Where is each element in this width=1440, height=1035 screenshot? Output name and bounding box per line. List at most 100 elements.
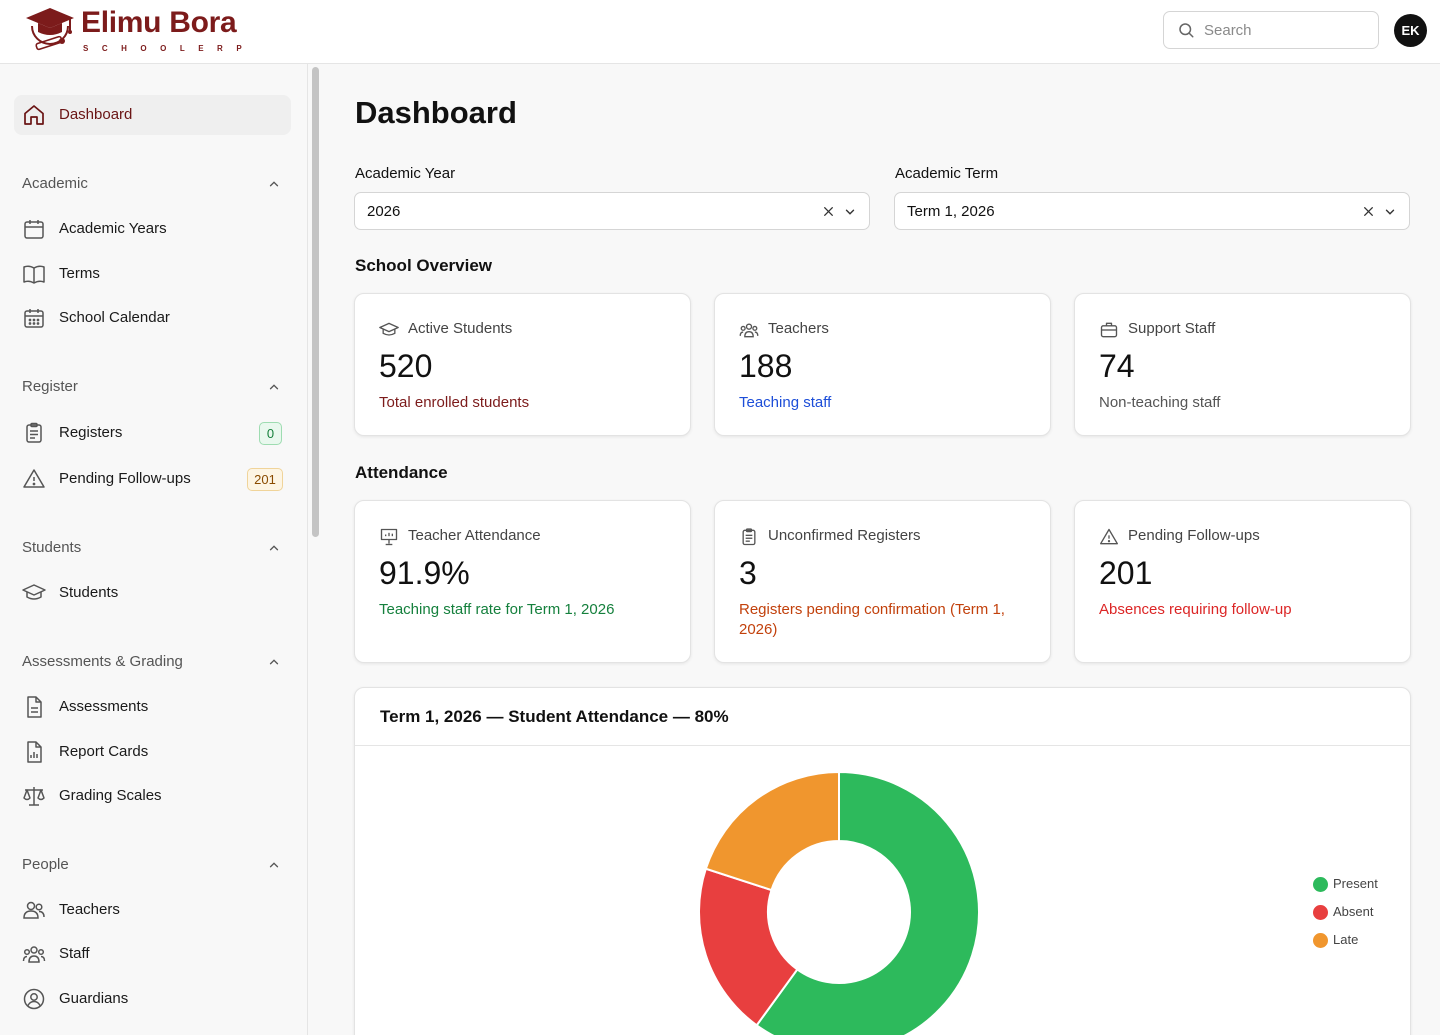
open-book-icon — [23, 265, 45, 284]
section-title: Academic — [22, 175, 88, 192]
card-title: Teachers — [768, 320, 829, 337]
sidebar-item-label: Teachers — [59, 901, 120, 918]
academic-term-value: Term 1, 2026 — [907, 203, 995, 220]
clear-icon[interactable] — [822, 205, 835, 218]
teachers-card[interactable]: Teachers 188 Teaching staff — [714, 293, 1051, 436]
section-assessments-grading[interactable]: Assessments & Grading — [14, 647, 291, 677]
chevron-down-icon[interactable] — [843, 205, 857, 219]
sidebar-item-label: Registers — [59, 424, 123, 441]
calendar-grid-icon — [24, 309, 44, 328]
chart-header: Term 1, 2026 — Student Attendance — 80% — [355, 688, 1410, 746]
donut-slice-late[interactable] — [704, 770, 840, 892]
sidebar-item-staff[interactable]: Staff — [14, 934, 291, 974]
sidebar-item-report-cards[interactable]: Report Cards — [14, 732, 291, 772]
legend-label: Late — [1333, 932, 1359, 947]
sidebar-item-label: Grading Scales — [59, 787, 162, 804]
sidebar-item-students[interactable]: Students — [14, 573, 291, 613]
sidebar-item-label: Assessments — [59, 698, 149, 715]
sidebar-item-label: Dashboard — [59, 106, 133, 123]
sidebar-item-label: Academic Years — [59, 220, 167, 237]
academic-term-select[interactable]: Term 1, 2026 — [894, 192, 1410, 230]
chevron-up-icon — [269, 659, 279, 665]
document-chart-icon — [27, 741, 42, 763]
sidebar-item-label: Staff — [59, 945, 90, 962]
sidebar-item-label: School Calendar — [59, 309, 170, 326]
card-value: 188 — [739, 348, 793, 384]
active-students-card[interactable]: Active Students 520 Total enrolled stude… — [354, 293, 691, 436]
section-register[interactable]: Register — [14, 372, 291, 402]
section-title: Register — [22, 378, 78, 395]
section-academic[interactable]: Academic — [14, 169, 291, 199]
brand-name: Elimu Bora — [81, 6, 237, 39]
group-icon — [22, 946, 46, 963]
warning-triangle-icon — [1100, 528, 1118, 545]
home-icon — [24, 105, 44, 125]
legend-swatch — [1313, 877, 1328, 892]
teacher-attendance-card[interactable]: Teacher Attendance 91.9% Teaching staff … — [354, 500, 691, 663]
users-icon — [23, 901, 45, 919]
pending-followups-count-badge: 201 — [247, 468, 283, 491]
card-value: 3 — [739, 555, 757, 591]
card-value: 74 — [1099, 348, 1135, 384]
card-title: Teacher Attendance — [408, 527, 541, 544]
group-icon — [739, 323, 759, 338]
graduation-cap-icon — [379, 322, 399, 336]
sidebar-item-assessments[interactable]: Assessments — [14, 687, 291, 727]
unconfirmed-registers-card[interactable]: Unconfirmed Registers 3 Registers pendin… — [714, 500, 1051, 663]
attendance-section-title: Attendance — [355, 463, 448, 482]
brand-logo[interactable]: Elimu Bora SCHOOLERP — [24, 4, 244, 58]
clipboard-list-icon — [742, 528, 756, 546]
card-subtitle: Absences requiring follow-up — [1099, 601, 1292, 618]
legend-swatch — [1313, 905, 1328, 920]
sidebar-item-label: Guardians — [59, 990, 129, 1007]
section-title: Students — [22, 539, 82, 556]
sidebar-item-grading-scales[interactable]: Grading Scales — [14, 776, 291, 816]
graduation-cap-logo-icon — [26, 8, 74, 51]
section-title: Assessments & Grading — [22, 653, 183, 670]
clipboard-list-icon — [26, 422, 42, 443]
card-subtitle: Total enrolled students — [379, 394, 530, 411]
support-staff-card[interactable]: Support Staff 74 Non-teaching staff — [1074, 293, 1411, 436]
top-bar: Elimu Bora SCHOOLERP EK — [0, 0, 1440, 64]
sidebar-item-teachers[interactable]: Teachers — [14, 890, 291, 930]
search-box[interactable] — [1163, 11, 1379, 49]
presentation-board-icon — [380, 528, 398, 546]
calendar-icon — [24, 220, 44, 239]
chevron-up-icon — [269, 862, 279, 868]
brand-tagline: SCHOOLERP — [83, 44, 256, 53]
donut-slice-present[interactable] — [755, 770, 980, 1035]
card-subtitle: Teaching staff — [739, 394, 832, 411]
sidebar-scrollbar[interactable] — [312, 67, 319, 537]
sidebar-item-pending-followups[interactable]: Pending Follow-ups 201 — [14, 459, 291, 499]
sidebar-item-school-calendar[interactable]: School Calendar — [14, 298, 291, 338]
card-value: 520 — [379, 348, 433, 384]
registers-count-badge: 0 — [259, 422, 282, 445]
legend-swatch — [1313, 933, 1328, 948]
academic-term-label: Academic Term — [895, 165, 999, 182]
sidebar-item-academic-years[interactable]: Academic Years — [14, 209, 291, 249]
sidebar-item-dashboard[interactable]: Dashboard — [14, 95, 291, 135]
academic-year-select[interactable]: 2026 — [354, 192, 870, 230]
sidebar-item-registers[interactable]: Registers 0 — [14, 413, 291, 453]
card-subtitle: Registers pending confirmation (Term 1, … — [739, 601, 1005, 638]
page-title: Dashboard — [355, 95, 517, 130]
chevron-up-icon — [269, 181, 279, 187]
student-attendance-chart-card: Term 1, 2026 — Student Attendance — 80% … — [354, 687, 1411, 1035]
clear-icon[interactable] — [1362, 205, 1375, 218]
chevron-down-icon[interactable] — [1383, 205, 1397, 219]
section-students[interactable]: Students — [14, 533, 291, 563]
sidebar-item-label: Students — [59, 584, 119, 601]
search-input[interactable] — [1204, 20, 1364, 40]
graduation-cap-icon — [22, 584, 46, 600]
sidebar-item-guardians[interactable]: Guardians — [14, 979, 291, 1019]
sidebar-item-terms[interactable]: Terms — [14, 254, 291, 294]
donut-slice-absent[interactable] — [698, 867, 799, 1027]
pending-followups-card[interactable]: Pending Follow-ups 201 Absences requirin… — [1074, 500, 1411, 663]
sidebar: Dashboard Academic Academic Years Terms … — [0, 64, 308, 1035]
user-circle-icon — [23, 988, 45, 1010]
search-icon — [1179, 23, 1194, 38]
chevron-up-icon — [269, 545, 279, 551]
academic-year-label: Academic Year — [355, 165, 456, 182]
section-people[interactable]: People — [14, 850, 291, 880]
user-avatar[interactable]: EK — [1394, 14, 1427, 47]
